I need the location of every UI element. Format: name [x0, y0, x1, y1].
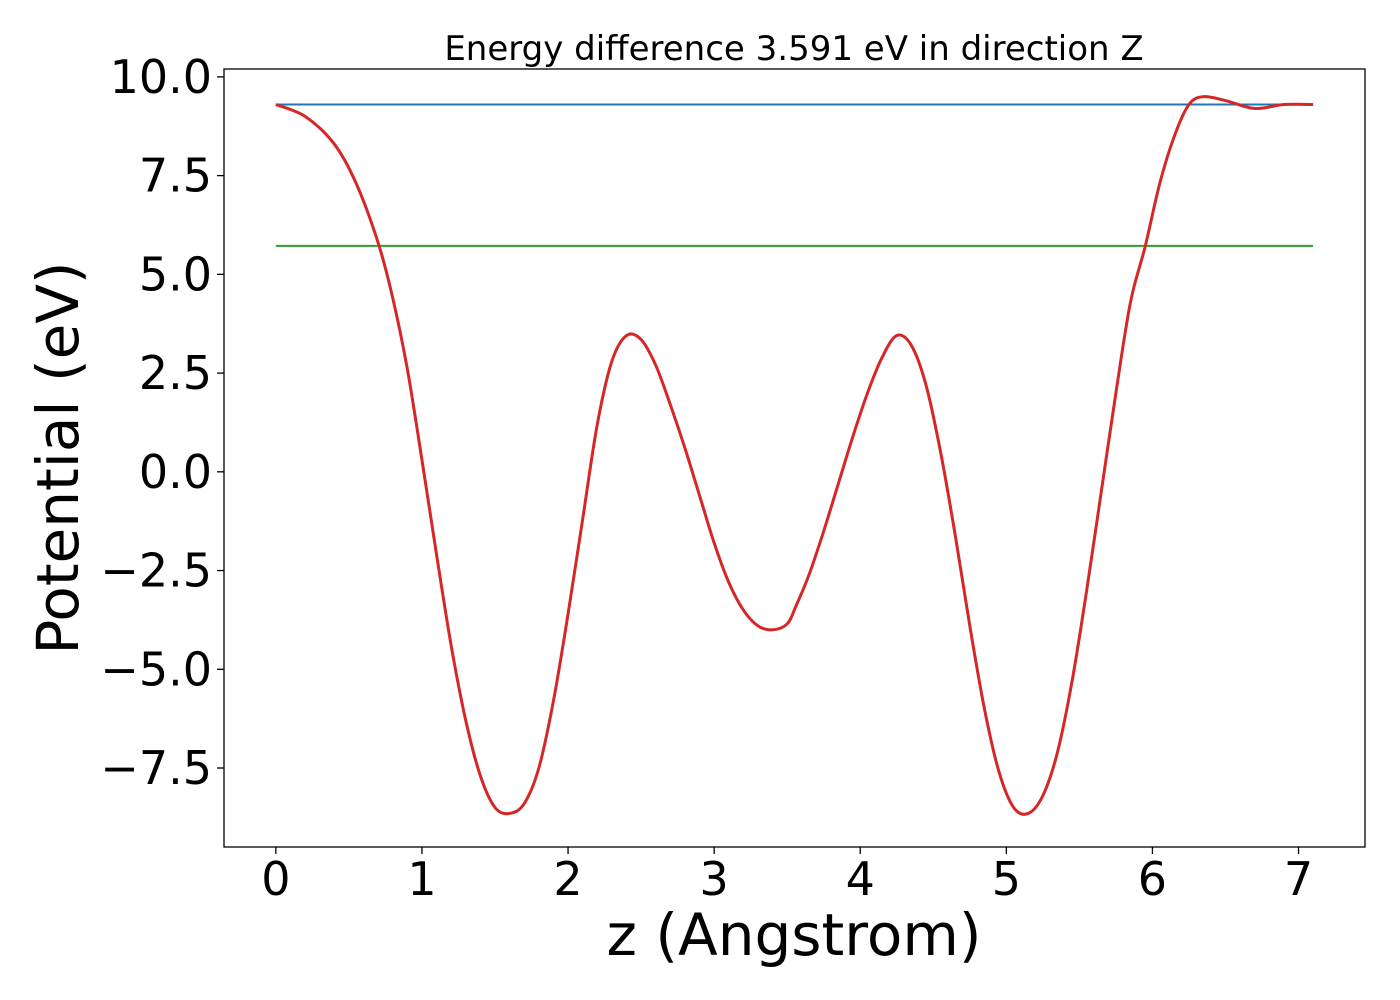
y-axis-label: Potential (eV) [24, 261, 92, 654]
x-tick-label: 5 [992, 852, 1021, 906]
y-tick-label: 2.5 [139, 346, 212, 400]
x-tick-label: 2 [553, 852, 582, 906]
y-tick-label: 0.0 [139, 445, 212, 499]
x-tick-label: 7 [1284, 852, 1313, 906]
x-tick-label: 6 [1138, 852, 1167, 906]
y-tick-label: −7.5 [100, 741, 212, 795]
chart-title: Energy difference 3.591 eV in direction … [444, 29, 1143, 69]
series-line-potential [275, 95, 1314, 816]
y-tick-label: 10.0 [110, 50, 212, 104]
x-tick-label: 3 [700, 852, 729, 906]
y-tick-label: 5.0 [139, 247, 212, 301]
series-group [275, 95, 1314, 816]
plot-frame [223, 68, 1366, 848]
x-axis-ticks: 0 1 2 3 4 5 6 7 [261, 847, 1313, 906]
x-tick-label: 1 [407, 852, 436, 906]
y-axis-ticks: 10.0 7.5 5.0 2.5 0.0 −2.5 −5.0 −7.5 [100, 50, 224, 795]
y-tick-label: −2.5 [100, 544, 212, 598]
x-tick-label: 4 [846, 852, 875, 906]
x-tick-label: 0 [261, 852, 290, 906]
y-tick-label: 7.5 [139, 149, 212, 203]
x-axis-label: z (Angstrom) [607, 901, 982, 969]
y-tick-label: −5.0 [100, 642, 212, 696]
